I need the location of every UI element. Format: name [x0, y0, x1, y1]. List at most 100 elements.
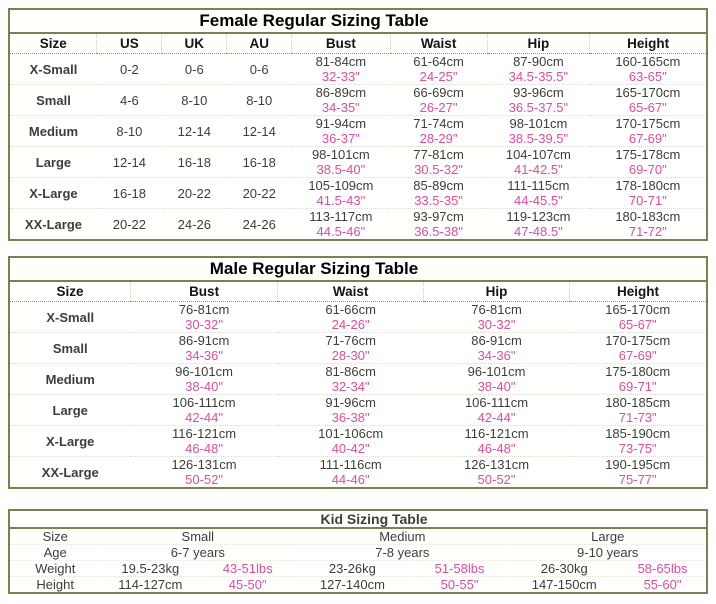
- kid-size-row: Size Small Medium Large: [9, 527, 707, 545]
- kid-size-large: Large: [509, 527, 707, 545]
- kid-age-medium: 7-8 years: [295, 544, 510, 561]
- col-header-uk: UK: [161, 33, 227, 54]
- height-cm: 175-180cm: [605, 364, 671, 379]
- kid-weight-lbs: 51-58lbs: [409, 560, 510, 577]
- waist-cm: 101-106cm: [318, 426, 384, 441]
- male-table-title: Male Regular Sizing Table: [9, 257, 707, 282]
- au-size: 24-26: [226, 208, 292, 240]
- hip-inches: 44-45.5": [514, 193, 563, 208]
- waist-cell: 71-76cm 28-30": [277, 332, 424, 364]
- waist-cm: 71-76cm: [325, 333, 376, 348]
- bust-cell: 86-89cm 34-35": [291, 84, 391, 116]
- bust-cell: 76-81cm 30-32": [130, 301, 278, 333]
- row-label-age: Age: [9, 544, 101, 561]
- hip-cell: 119-123cm 47-48.5": [487, 208, 590, 240]
- kid-weight-row: Weight 19.5-23kg 43-51lbs 23-26kg 51-58l…: [9, 560, 707, 577]
- female-sizing-table: Female Regular Sizing Table Size US UK A…: [8, 8, 708, 241]
- height-cm: 178-180cm: [615, 178, 681, 193]
- kid-height-inches: 55-60": [619, 576, 707, 593]
- waist-inches: 32-34": [331, 379, 370, 394]
- kid-height-row: Height 114-127cm 45-50" 127-140cm 50-55"…: [9, 576, 707, 593]
- female-row-small: Small 4-6 8-10 8-10 86-89cm 34-35" 66-69c…: [9, 84, 707, 116]
- height-cm: 180-183cm: [615, 209, 681, 224]
- waist-cm: 93-97cm: [413, 209, 464, 224]
- height-cell: 165-170cm 65-67": [569, 301, 707, 333]
- col-header-us: US: [96, 33, 162, 54]
- bust-cm: 116-121cm: [172, 426, 237, 441]
- col-header-au: AU: [226, 33, 292, 54]
- col-header-size: Size: [9, 33, 97, 54]
- height-cell: 175-180cm 69-71": [569, 363, 707, 395]
- bust-cm: 86-89cm: [315, 85, 367, 100]
- kid-size-medium: Medium: [295, 527, 510, 545]
- kid-weight-lbs: 58-65lbs: [619, 560, 707, 577]
- height-cm: 185-190cm: [605, 426, 671, 441]
- hip-cell: 98-101cm 38.5-39.5": [487, 115, 590, 147]
- height-cell: 170-175cm 67-69": [589, 115, 707, 147]
- size-label: X-Large: [9, 177, 97, 209]
- us-size: 20-22: [96, 208, 162, 240]
- hip-inches: 34-36": [477, 348, 516, 363]
- height-cm: 165-170cm: [605, 302, 671, 317]
- hip-cm: 106-111cm: [464, 395, 529, 410]
- size-label: Large: [9, 394, 131, 426]
- row-label-size: Size: [9, 527, 101, 545]
- waist-inches: 36-38": [331, 410, 370, 425]
- hip-inches: 50-52": [477, 472, 516, 487]
- female-table-title: Female Regular Sizing Table: [9, 9, 707, 34]
- us-size: 4-6: [96, 84, 162, 116]
- size-label: Small: [9, 84, 97, 116]
- height-inches: 69-70": [628, 162, 667, 177]
- size-label: XX-Large: [9, 456, 131, 488]
- height-cm: 180-185cm: [605, 395, 671, 410]
- kid-weight-kg: 23-26kg: [295, 560, 410, 577]
- us-size: 8-10: [96, 115, 162, 147]
- male-sizing-table: Male Regular Sizing Table Size Bust Wais…: [8, 256, 708, 489]
- size-label: Large: [9, 146, 97, 178]
- height-inches: 71-73": [618, 410, 657, 425]
- female-row-medium: Medium 8-10 12-14 12-14 91-94cm 36-37" 71…: [9, 115, 707, 147]
- bust-cm: 106-111cm: [172, 395, 236, 410]
- waist-cell: 111-116cm 44-46": [277, 456, 424, 488]
- height-inches: 63-65": [628, 69, 667, 84]
- waist-inches: 36.5-38": [414, 224, 463, 239]
- height-inches: 67-69": [628, 131, 667, 146]
- waist-cell: 101-106cm 40-42": [277, 425, 424, 457]
- hip-cell: 116-121cm 46-48": [423, 425, 570, 457]
- size-label: XX-Large: [9, 208, 97, 240]
- height-inches: 71-72": [628, 224, 667, 239]
- height-cell: 175-178cm 69-70": [589, 146, 707, 178]
- au-size: 20-22: [226, 177, 292, 209]
- hip-inches: 38.5-39.5": [508, 131, 569, 146]
- bust-inches: 44.5-46": [316, 224, 366, 239]
- bust-inches: 38.5-40": [316, 162, 366, 177]
- kid-age-small: 6-7 years: [100, 544, 296, 561]
- height-cell: 170-175cm 67-69": [569, 332, 707, 364]
- waist-inches: 24-26": [331, 317, 370, 332]
- uk-size: 8-10: [161, 84, 227, 116]
- row-label-height: Height: [9, 576, 101, 593]
- kid-height-inches: 45-50": [200, 576, 296, 593]
- bust-cell: 81-84cm 32-33": [291, 53, 391, 85]
- waist-cell: 77-81cm 30.5-32": [390, 146, 488, 178]
- au-size: 12-14: [226, 115, 292, 147]
- bust-inches: 34-36": [185, 348, 223, 363]
- bust-inches: 46-48": [185, 441, 223, 456]
- bust-inches: 38-40": [185, 379, 223, 394]
- height-inches: 65-67": [628, 100, 667, 115]
- bust-cm: 126-131cm: [171, 457, 237, 472]
- height-inches: 69-71": [618, 379, 657, 394]
- height-cm: 175-178cm: [615, 147, 681, 162]
- col-header-hip: Hip: [486, 33, 590, 54]
- waist-inches: 28-30": [331, 348, 370, 363]
- waist-inches: 26-27": [419, 100, 458, 115]
- hip-cell: 106-111cm 42-44": [423, 394, 570, 426]
- size-label: Medium: [9, 115, 97, 147]
- waist-inches: 40-42": [331, 441, 370, 456]
- female-row-xlarge: X-Large 16-18 20-22 20-22 105-109cm 41.5-…: [9, 177, 707, 209]
- waist-cm: 61-64cm: [413, 54, 464, 69]
- waist-cm: 71-74cm: [413, 116, 464, 131]
- col-header-bust: Bust: [129, 281, 278, 302]
- col-header-waist: Waist: [389, 33, 488, 54]
- waist-cell: 61-64cm 24-25": [390, 53, 488, 85]
